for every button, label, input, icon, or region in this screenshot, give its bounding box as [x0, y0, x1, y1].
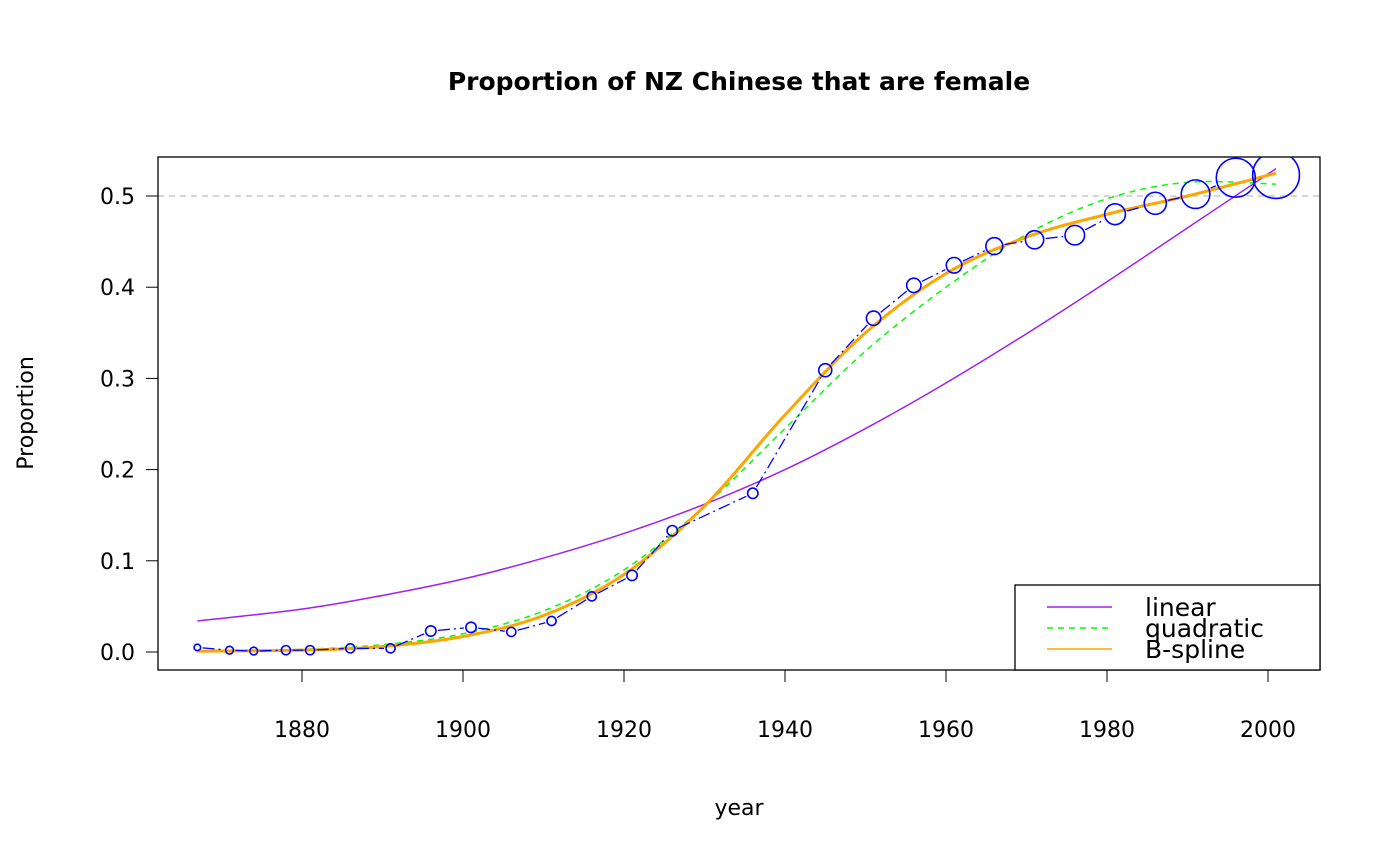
series-quadratic [197, 180, 1277, 652]
observed-connector [830, 324, 868, 365]
observed-point [1143, 191, 1168, 216]
x-tick-label: 1960 [918, 718, 974, 743]
observed-point [385, 643, 396, 654]
observed-point [1103, 203, 1127, 226]
observed-connector [396, 633, 425, 647]
observed-point [1064, 224, 1086, 246]
observed-point [865, 310, 882, 327]
observed-point [945, 256, 963, 274]
observed-connector [259, 649, 280, 652]
legend-label: linear [1145, 593, 1216, 622]
observed-connector [478, 627, 505, 632]
y-tick-label: 0.1 [100, 550, 135, 575]
observed-point [344, 643, 356, 654]
observed-connector [202, 647, 224, 651]
observed-point [985, 236, 1004, 256]
observed-connector [316, 647, 344, 651]
observed-connector [517, 622, 546, 631]
chart-title: Proportion of NZ Chinese that are female [448, 67, 1030, 96]
series-group [197, 168, 1277, 653]
observed-point [224, 645, 235, 655]
legend-label: B-spline [1145, 635, 1245, 664]
series-b-spline [197, 171, 1277, 653]
observed-point [1251, 157, 1301, 200]
y-tick-label: 0.0 [100, 641, 135, 666]
x-tick-label: 1980 [1079, 718, 1135, 743]
x-tick-label: 1920 [596, 718, 652, 743]
observed-point [505, 626, 517, 638]
observed-point [817, 362, 833, 378]
x-tick-label: 1900 [435, 718, 491, 743]
observed-connector [437, 627, 464, 632]
observed-point [546, 615, 557, 627]
observed-connector [1167, 197, 1180, 202]
observed-connector [962, 250, 986, 262]
x-tick-label: 1880 [274, 718, 330, 743]
observed-point [626, 569, 639, 582]
legend-box [1014, 584, 1321, 671]
observed-point [465, 621, 478, 634]
observed-points [193, 157, 1301, 656]
observed-connector [1210, 185, 1217, 189]
series-linear [197, 168, 1277, 622]
observed-point [1024, 229, 1045, 250]
observed-point [193, 643, 202, 652]
y-tick-label: 0.2 [100, 459, 135, 484]
observed-point [280, 644, 292, 656]
y-tick-label: 0.4 [100, 276, 135, 301]
observed-connector [1004, 240, 1024, 246]
observed-connector [678, 495, 747, 529]
observed-point [666, 524, 679, 537]
observed-point [746, 487, 759, 500]
legend-label: quadratic [1145, 614, 1264, 643]
x-axis-label: year [714, 796, 764, 821]
observed-point [1180, 179, 1211, 210]
observed-connector [921, 269, 946, 282]
observed-connector [1084, 219, 1105, 231]
observed-point [905, 277, 922, 294]
observed-connector [556, 599, 587, 619]
observed-connector [1126, 206, 1143, 212]
observed-point [304, 644, 316, 656]
observed-point [424, 625, 437, 638]
axes: 1880 1900 1920 1940 1960 1980 2000 0.0 0.1 0.2 0.3… [100, 185, 1296, 743]
observed-point [249, 646, 259, 656]
y-tick-label: 0.3 [100, 367, 135, 392]
observed-connector [597, 578, 626, 594]
observed-point [586, 591, 598, 602]
x-tick-label: 1940 [757, 718, 813, 743]
observed-connector [1045, 235, 1064, 240]
observed-connector [880, 290, 908, 313]
y-tick-label: 0.5 [100, 185, 135, 210]
observed-connector [636, 535, 668, 571]
x-tick-label: 2000 [1240, 718, 1296, 743]
observed-connector [755, 377, 822, 488]
y-axis-label: Proportion [14, 356, 39, 470]
observed-point [1215, 157, 1257, 199]
